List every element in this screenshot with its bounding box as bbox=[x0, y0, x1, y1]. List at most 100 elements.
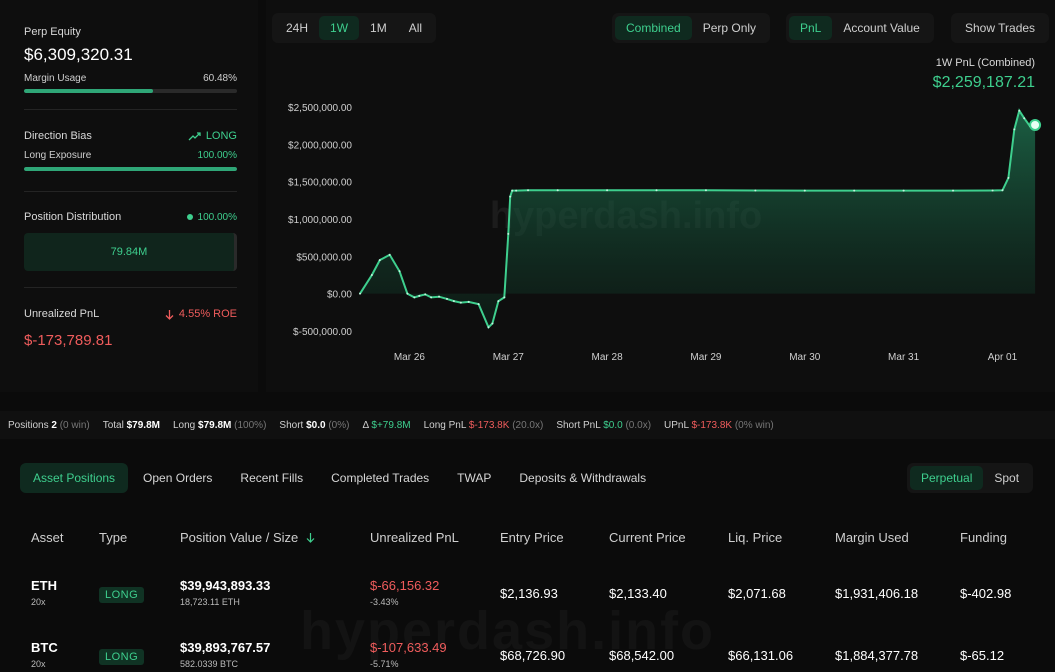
y-tick-label: $1,000,000.00 bbox=[288, 215, 352, 226]
position-distribution-label: Position Distribution bbox=[24, 211, 122, 223]
pnl-point bbox=[507, 232, 510, 235]
metric-selector: PnL Account Value bbox=[786, 13, 934, 43]
pnl-point bbox=[487, 326, 490, 329]
pnl-point bbox=[527, 189, 530, 192]
perp-equity-value: $6,309,320.31 bbox=[24, 45, 133, 64]
long-exposure-label: Long Exposure bbox=[24, 150, 92, 161]
sort-arrow-down-icon[interactable] bbox=[306, 532, 315, 543]
y-tick-label: $-500,000.00 bbox=[293, 327, 352, 338]
tab-completed-trades[interactable]: Completed Trades bbox=[331, 471, 430, 485]
pnl-point bbox=[438, 295, 441, 298]
metric-account-value-button[interactable]: Account Value bbox=[843, 21, 920, 35]
x-tick-label: Mar 26 bbox=[394, 352, 426, 363]
col-funding[interactable]: Funding bbox=[960, 530, 1007, 545]
y-tick-label: $1,500,000.00 bbox=[288, 178, 352, 189]
perp-equity-label: Perp Equity bbox=[24, 26, 81, 38]
summary-long: Long $79.8M (100%) bbox=[172, 419, 267, 431]
pnl-point bbox=[606, 189, 609, 192]
position-size: 582.0339 BTC bbox=[180, 659, 239, 669]
pnl-point bbox=[1018, 109, 1021, 112]
col-margin-used[interactable]: Margin Used bbox=[835, 530, 909, 545]
pnl-area bbox=[360, 110, 1036, 328]
margin-usage-bar-fill bbox=[24, 89, 153, 93]
show-trades-button[interactable]: Show Trades bbox=[965, 21, 1036, 35]
range-all-button[interactable]: All bbox=[408, 21, 423, 35]
range-24h-button[interactable]: 24H bbox=[286, 21, 309, 35]
summary-short: Short $0.0 (0%) bbox=[279, 419, 350, 431]
mode-combined-button[interactable]: Combined bbox=[615, 16, 692, 40]
position-value: $39,943,893.33 bbox=[180, 578, 271, 593]
col-unrealized-pnl[interactable]: Unrealized PnL bbox=[370, 530, 459, 545]
positions-tabs: Asset Positions Open Orders Recent Fills Co… bbox=[20, 463, 661, 493]
y-tick-label: $2,500,000.00 bbox=[288, 103, 352, 114]
margin-usage-label: Margin Usage bbox=[24, 73, 87, 84]
asset-leverage: 20x bbox=[31, 659, 46, 669]
unrealized-pnl: $-66,156.32 bbox=[370, 578, 440, 593]
position-value: $39,893,767.57 bbox=[180, 640, 271, 655]
margin-used: $1,884,377.78 bbox=[835, 648, 919, 663]
tab-recent-fills[interactable]: Recent Fills bbox=[240, 471, 304, 485]
pnl-point bbox=[704, 189, 707, 192]
current-price: $68,542.00 bbox=[609, 648, 675, 663]
pnl-point bbox=[952, 189, 955, 192]
pnl-point bbox=[445, 297, 448, 300]
pnl-point bbox=[406, 292, 409, 295]
pnl-point bbox=[477, 303, 480, 306]
long-exposure-value: 100.00% bbox=[197, 150, 237, 161]
trending-up-icon bbox=[188, 131, 201, 140]
pnl-point bbox=[1023, 117, 1026, 120]
x-tick-label: Mar 29 bbox=[690, 352, 722, 363]
funding: $-65.12 bbox=[960, 648, 1005, 663]
x-tick-label: Mar 30 bbox=[789, 352, 821, 363]
market-type-spot-button[interactable]: Spot bbox=[994, 471, 1020, 485]
pnl-point bbox=[398, 270, 401, 273]
col-position-value[interactable]: Position Value / Size bbox=[180, 530, 315, 545]
tab-deposits-withdrawals[interactable]: Deposits & Withdrawals bbox=[519, 471, 647, 485]
tab-asset-positions[interactable]: Asset Positions bbox=[20, 463, 129, 493]
metric-pnl-button[interactable]: PnL bbox=[789, 16, 833, 40]
pnl-point bbox=[1007, 176, 1010, 179]
position-distribution-value: 79.84M bbox=[110, 246, 148, 258]
position-distribution-pct: 100.00% bbox=[197, 211, 237, 223]
pnl-point bbox=[754, 189, 757, 192]
y-tick-label: $500,000.00 bbox=[296, 252, 352, 263]
current-price: $2,133.40 bbox=[609, 586, 667, 601]
perp-equity-block: Perp Equity $6,309,320.31 Margin Usage 6… bbox=[24, 26, 237, 93]
col-entry-price[interactable]: Entry Price bbox=[500, 530, 564, 545]
col-liq-price[interactable]: Liq. Price bbox=[728, 530, 783, 545]
divider bbox=[24, 109, 237, 110]
entry-price: $2,136.93 bbox=[500, 586, 558, 601]
col-type[interactable]: Type bbox=[99, 530, 128, 545]
col-asset[interactable]: Asset bbox=[31, 530, 64, 545]
arrow-down-icon bbox=[165, 309, 174, 320]
tab-open-orders[interactable]: Open Orders bbox=[143, 471, 213, 485]
mode-perp-only-button[interactable]: Perp Only bbox=[702, 21, 757, 35]
market-type-toggle: Perpetual Spot bbox=[907, 463, 1034, 493]
y-tick-label: $0.00 bbox=[327, 290, 352, 301]
position-distribution-bar[interactable]: 79.84M bbox=[24, 233, 237, 271]
range-selector: 24H 1W 1M All bbox=[272, 13, 437, 43]
col-current-price[interactable]: Current Price bbox=[609, 530, 686, 545]
y-tick-label: $2,000,000.00 bbox=[288, 140, 352, 151]
table-row[interactable]: BTC 20x LONG $39,893,767.57 582.0339 BTC $… bbox=[0, 640, 1055, 672]
mode-selector: Combined Perp Only bbox=[612, 13, 771, 43]
latest-point-marker[interactable] bbox=[1029, 118, 1042, 131]
table-row[interactable]: ETH 20x LONG $39,943,893.33 18,723.11 ETH … bbox=[0, 578, 1055, 628]
pnl-chart[interactable]: hyperdash.info $2,500,000.00$2,000,000.0… bbox=[266, 0, 1055, 392]
summary-upnl: UPnL $-173.8K (0% win) bbox=[664, 419, 774, 431]
position-size: 18,723.11 ETH bbox=[180, 597, 240, 607]
col-position-value-label: Position Value / Size bbox=[180, 530, 299, 545]
direction-bias-label: Direction Bias bbox=[24, 130, 92, 142]
pnl-point bbox=[497, 300, 500, 303]
pnl-point bbox=[388, 253, 391, 256]
pnl-point bbox=[452, 300, 455, 303]
range-1w-button[interactable]: 1W bbox=[319, 16, 360, 40]
range-1m-button[interactable]: 1M bbox=[370, 21, 387, 35]
position-type-badge: LONG bbox=[99, 587, 145, 603]
pnl-point bbox=[467, 300, 470, 303]
market-type-perpetual-button[interactable]: Perpetual bbox=[910, 466, 984, 490]
pnl-point bbox=[418, 294, 421, 297]
margin-usage-bar bbox=[24, 89, 237, 93]
liq-price: $66,131.06 bbox=[728, 648, 794, 663]
tab-twap[interactable]: TWAP bbox=[457, 471, 492, 485]
